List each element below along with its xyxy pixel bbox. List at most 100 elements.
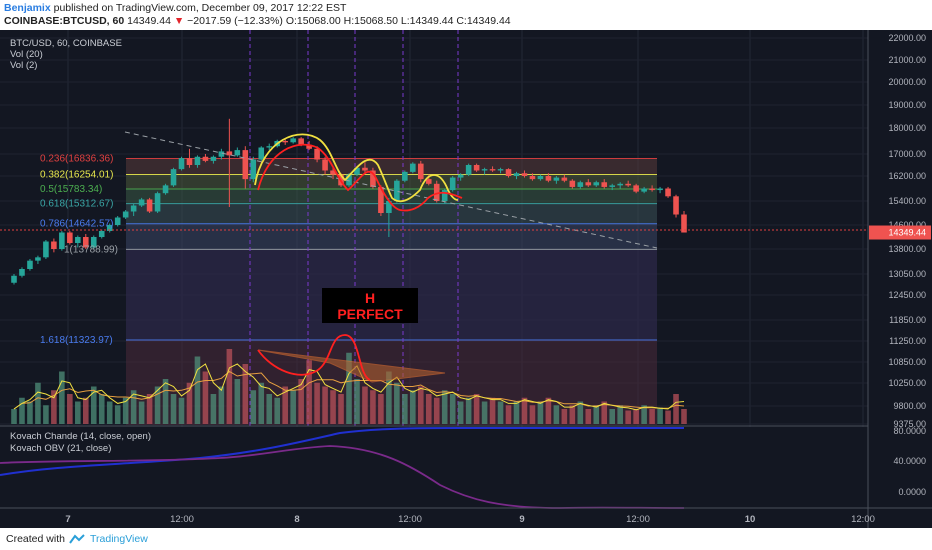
volume-bar [633,409,639,424]
volume-bar [122,397,129,424]
volume-bar [59,371,65,424]
price-chart[interactable]: 0.236(16836.36) 0.382(16254.01) 0.5(15783.… [0,30,932,528]
candle-body [545,176,552,181]
candle-body [130,205,137,212]
volume-bar [67,394,73,424]
volume-bar [322,386,328,424]
volume-bar [282,386,288,424]
tradingview-logo-icon [69,534,85,544]
candle-body [681,214,687,233]
candle-body [449,177,456,191]
volume-bar [497,401,504,424]
volume-bar [51,390,57,424]
candle-body [354,167,360,175]
volume-bar [218,386,225,424]
candle-body [186,158,193,165]
volume-bar [27,401,33,424]
price-tick-label: 16200.00 [888,171,926,181]
candle-body [178,158,185,170]
candle-body [194,156,201,165]
osc-tick-label: 0.0000 [898,487,926,497]
tradingview-brand[interactable]: TradingView [90,533,148,545]
price-tick-label: 13050.00 [888,269,926,279]
price-tick-label: 17000.00 [888,149,926,159]
volume-bar [489,397,496,424]
volume-bar [394,382,400,424]
candle-body [322,159,328,171]
candle-body [609,185,616,187]
footer: Created with TradingView [0,528,932,550]
volume-bar [354,379,360,424]
volume-bar [657,407,663,424]
author-name[interactable]: Benjamix [4,2,51,14]
volume-bar [402,394,408,424]
volume-bar [330,390,336,424]
candle-body [433,183,440,201]
time-tick-label: 9 [519,514,524,525]
volume-bar [417,386,424,424]
volume-bar [569,405,576,424]
legend-vol20: Vol (20) [10,49,43,60]
candle-body [90,237,97,248]
volume-bar [601,401,608,424]
volume-bar [114,405,121,424]
volume-bar [537,401,544,424]
candle-body [218,151,225,157]
candle-body [473,165,480,171]
ohlc-open: O:15068.00 [285,15,341,27]
volume-bar [82,397,89,424]
volume-bar [98,394,105,424]
candle-body [585,182,592,186]
candle-body [457,174,464,178]
volume-bar [465,397,472,424]
volume-bar [585,409,592,424]
candle-body [27,260,33,269]
price-tick-label: 10850.00 [888,357,926,367]
candle-body [378,186,384,213]
candle-body [346,174,352,186]
candle-body [537,176,544,180]
volume-bar [146,394,153,424]
candle-body [106,225,113,231]
volume-bar [609,409,616,424]
candle-body [417,163,424,180]
candle-body [114,217,121,225]
fib-label: 0.618(15312.67) [40,199,113,210]
candle-body [162,185,169,194]
volume-bar [441,390,448,424]
volume-bar [11,409,17,424]
axes: 22000.00 21000.00 20000.00 19000.00 18000.00… [0,30,932,528]
fib-label: 0.382(16254.01) [40,170,113,181]
volume-bar [178,397,185,424]
candle-body [489,169,496,171]
candle-body [146,199,153,212]
candle-body [234,150,241,156]
candle-body [11,275,17,283]
price-tick-label: 11850.00 [889,315,926,325]
osc-background [0,427,868,508]
volume-bar [410,390,416,424]
time-tick-label: 10 [745,514,756,525]
volume-bar [553,405,560,424]
volume-bar [138,401,145,424]
volume-bar [90,386,97,424]
vertical-markers [249,30,459,508]
volume-bar [43,405,49,424]
volume-bar [35,382,41,424]
candle-body [665,188,671,197]
candle-body [330,170,336,175]
candle-body [154,193,161,212]
price-tick-label: 9375.00 [893,419,926,429]
candle-body [641,188,647,192]
price-tick-label: 9800.00 [893,401,926,411]
candle-body [410,163,416,172]
volume-bar [154,386,161,424]
candle-body [75,237,81,243]
volume-bar [386,371,392,424]
volume-bar [370,390,376,424]
last-price: 14349.44 [127,15,171,27]
volume-bar [425,394,432,424]
candle-body [298,138,304,145]
candle-body [122,211,129,218]
candles [11,118,687,285]
